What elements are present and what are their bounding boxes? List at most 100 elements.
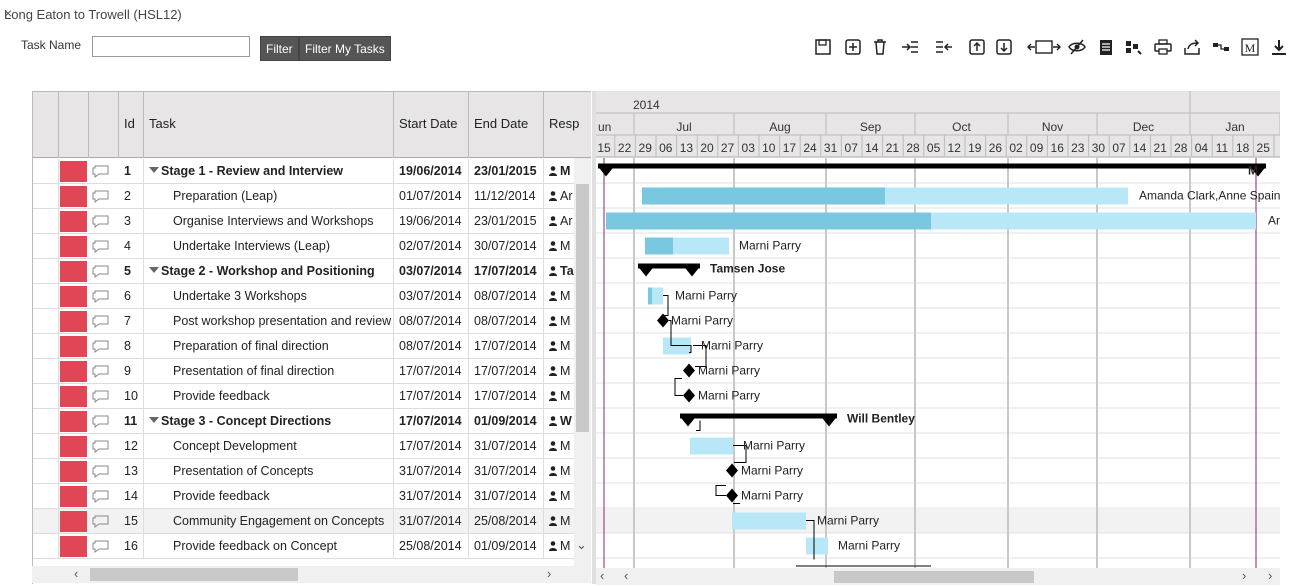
start-date-cell[interactable]: 31/07/2014 (394, 484, 469, 509)
resp-cell[interactable]: Ar (544, 184, 591, 209)
start-date-cell[interactable]: 31/07/2014 (394, 459, 469, 484)
grid-vertical-scrollbar[interactable] (574, 158, 591, 566)
col-resp-header[interactable]: Resp (544, 92, 591, 158)
scroll-left-icon[interactable]: ‹ (624, 568, 629, 583)
save-icon[interactable] (812, 36, 834, 58)
resp-cell[interactable]: M (544, 434, 591, 459)
end-date-cell[interactable]: 08/07/2014 (469, 284, 544, 309)
start-date-cell[interactable]: 19/06/2014 (394, 159, 469, 184)
row-select-cell[interactable] (33, 209, 59, 234)
table-row[interactable]: 10 Provide feedback 17/07/2014 17/07/2014 M (33, 384, 591, 409)
scroll-down-icon[interactable]: ⌄ (576, 537, 587, 552)
table-row[interactable]: 3 Organise Interviews and Workshops 19/06/… (33, 209, 591, 234)
row-select-cell[interactable] (33, 509, 59, 534)
table-row[interactable]: 4 Undertake Interviews (Leap) 02/07/2014 30… (33, 234, 591, 259)
collapse-icon[interactable] (149, 267, 159, 273)
task-cell[interactable]: Preparation (Leap) (144, 184, 394, 209)
start-date-cell[interactable]: 17/07/2014 (394, 409, 469, 434)
col-end-header[interactable]: End Date (469, 92, 544, 158)
comment-icon[interactable] (92, 464, 110, 479)
resp-cell[interactable]: M (544, 334, 591, 359)
scroll-right-icon[interactable]: › (547, 566, 552, 581)
row-select-cell[interactable] (33, 309, 59, 334)
end-date-cell[interactable]: 08/07/2014 (469, 309, 544, 334)
move-up-icon[interactable] (966, 36, 988, 58)
row-select-cell[interactable] (33, 234, 59, 259)
start-date-cell[interactable]: 03/07/2014 (394, 284, 469, 309)
col-task-header[interactable]: Task (144, 92, 394, 158)
comment-icon[interactable] (92, 339, 110, 354)
resp-cell[interactable]: M (544, 309, 591, 334)
comment-icon[interactable] (92, 314, 110, 329)
resp-cell[interactable]: M (544, 534, 591, 559)
row-select-cell[interactable] (33, 434, 59, 459)
resp-cell[interactable]: M (544, 234, 591, 259)
row-select-cell[interactable] (33, 184, 59, 209)
start-date-cell[interactable]: 25/08/2014 (394, 534, 469, 559)
start-date-cell[interactable]: 19/06/2014 (394, 209, 469, 234)
task-cell[interactable]: Provide feedback (144, 384, 394, 409)
end-date-cell[interactable]: 01/09/2014 (469, 409, 544, 434)
table-row[interactable]: 1 Stage 1 - Review and Interview 19/06/201… (33, 159, 591, 184)
start-date-cell[interactable]: 03/07/2014 (394, 259, 469, 284)
col-start-header[interactable]: Start Date (394, 92, 469, 158)
table-row[interactable]: 11 Stage 3 - Concept Directions 17/07/2014… (33, 409, 591, 434)
scroll-right-icon[interactable]: › (1268, 568, 1273, 583)
comment-icon[interactable] (92, 364, 110, 379)
comment-icon[interactable] (92, 439, 110, 454)
resp-cell[interactable]: M (544, 459, 591, 484)
scroll-thumb[interactable] (576, 184, 589, 432)
scroll-thumb[interactable] (90, 568, 298, 581)
comment-icon[interactable] (92, 214, 110, 229)
filter-button[interactable]: Filter (260, 36, 299, 61)
end-date-cell[interactable]: 31/07/2014 (469, 484, 544, 509)
start-date-cell[interactable]: 02/07/2014 (394, 234, 469, 259)
end-date-cell[interactable]: 01/09/2014 (469, 534, 544, 559)
scroll-left-icon[interactable]: ‹ (74, 566, 79, 581)
move-down-icon[interactable] (993, 36, 1015, 58)
hide-icon[interactable] (1066, 36, 1088, 58)
row-select-cell[interactable] (33, 484, 59, 509)
add-task-icon[interactable] (842, 36, 864, 58)
row-select-cell[interactable] (33, 159, 59, 184)
comment-icon[interactable] (92, 489, 110, 504)
task-cell[interactable]: Stage 2 - Workshop and Positioning (144, 259, 394, 284)
task-cell[interactable]: Undertake Interviews (Leap) (144, 234, 394, 259)
col-id-header[interactable]: Id (119, 92, 144, 158)
resp-cell[interactable]: Ta (544, 259, 591, 284)
row-select-cell[interactable] (33, 359, 59, 384)
start-date-cell[interactable]: 17/07/2014 (394, 434, 469, 459)
comment-icon[interactable] (92, 539, 110, 554)
row-select-cell[interactable] (33, 384, 59, 409)
table-row[interactable]: 7 Post workshop presentation and review 08… (33, 309, 591, 334)
resp-cell[interactable]: M (544, 484, 591, 509)
comment-icon[interactable] (92, 239, 110, 254)
delete-icon[interactable] (869, 36, 891, 58)
task-cell[interactable]: Community Engagement on Concepts (144, 509, 394, 534)
table-row[interactable]: 5 Stage 2 - Workshop and Positioning 03/07… (33, 259, 591, 284)
table-row[interactable]: 14 Provide feedback 31/07/2014 31/07/2014 M (33, 484, 591, 509)
row-select-cell[interactable] (33, 259, 59, 284)
row-select-cell[interactable] (33, 284, 59, 309)
scroll-left-icon[interactable]: ‹ (600, 568, 605, 583)
end-date-cell[interactable]: 25/08/2014 (469, 509, 544, 534)
table-row[interactable]: 13 Presentation of Concepts 31/07/2014 31/0… (33, 459, 591, 484)
task-name-input[interactable] (92, 36, 250, 57)
close-icon[interactable]: × (4, 5, 13, 21)
start-date-cell[interactable]: 31/07/2014 (394, 509, 469, 534)
resp-cell[interactable]: M (544, 359, 591, 384)
scroll-right-icon[interactable]: › (1242, 568, 1247, 583)
filter-my-tasks-button[interactable]: Filter My Tasks (299, 36, 391, 61)
resp-cell[interactable]: Ar (544, 209, 591, 234)
task-cell[interactable]: Presentation of final direction (144, 359, 394, 384)
milestone-icon[interactable]: M (1239, 36, 1261, 58)
print-icon[interactable] (1152, 36, 1174, 58)
table-row[interactable]: 2 Preparation (Leap) 01/07/2014 11/12/2014 A… (33, 184, 591, 209)
task-cell[interactable]: Stage 3 - Concept Directions (144, 409, 394, 434)
end-date-cell[interactable]: 11/12/2014 (469, 184, 544, 209)
start-date-cell[interactable]: 17/07/2014 (394, 384, 469, 409)
gantt-horizontal-scrollbar[interactable]: ‹ ‹ › › (596, 568, 1280, 585)
end-date-cell[interactable]: 17/07/2014 (469, 259, 544, 284)
comment-icon[interactable] (92, 189, 110, 204)
task-cell[interactable]: Provide feedback on Concept (144, 534, 394, 559)
